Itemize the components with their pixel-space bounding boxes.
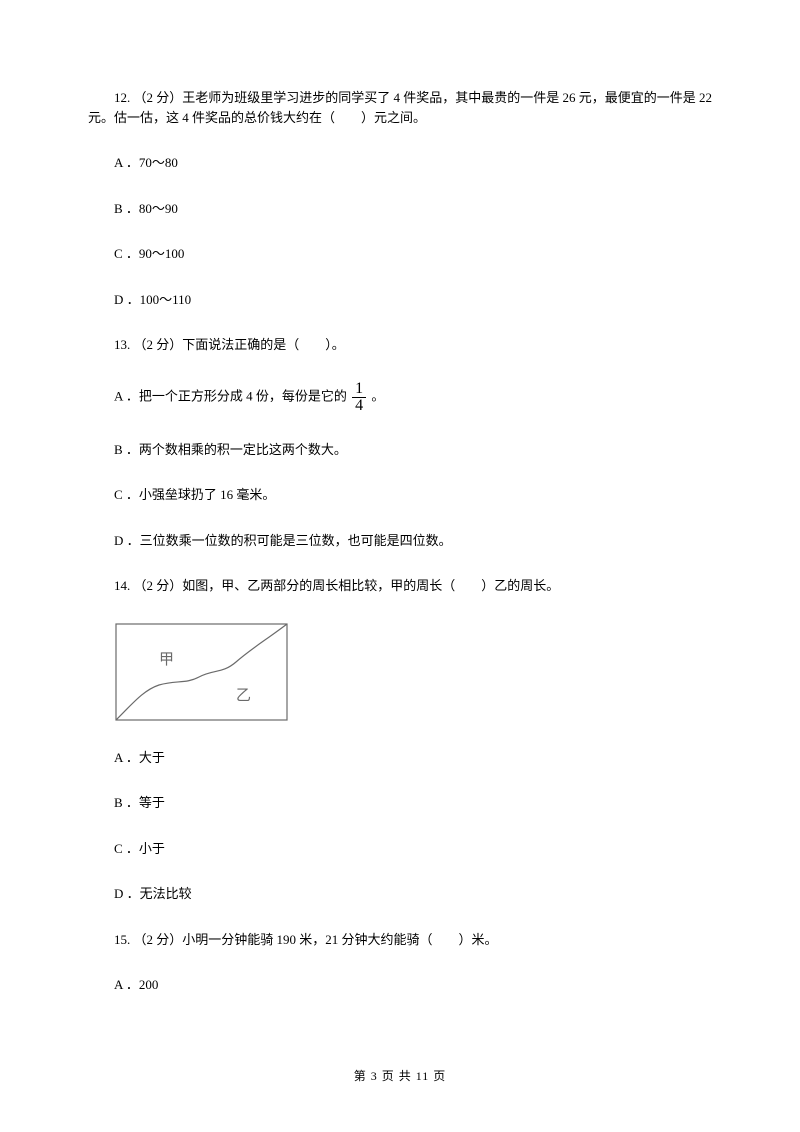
q15-opt-a: A ．200 — [88, 975, 712, 995]
q15-stem: 15. （2 分）小明一分钟能骑 190 米，21 分钟大约能骑（ ）米。 — [88, 930, 712, 950]
q13-opt-a-post: 。 — [368, 388, 384, 403]
q13-stem: 13. （2 分）下面说法正确的是（ ）。 — [88, 335, 712, 355]
q13-opt-d: D ．三位数乘一位数的积可能是三位数，也可能是四位数。 — [88, 531, 712, 551]
page-content: 12. （2 分）王老师为班级里学习进步的同学买了 4 件奖品，其中最贵的一件是… — [0, 0, 800, 995]
q13-opt-c: C ．小强垒球扔了 16 毫米。 — [88, 485, 712, 505]
label-jia: 甲 — [159, 652, 174, 668]
q12-opt-a: A ．70～80 — [88, 153, 712, 173]
q12-opt-c: C ．90～100 — [88, 244, 712, 264]
q12-opt-d: D ．100～110 — [88, 290, 712, 310]
q14-opt-c: C ．小于 — [88, 839, 712, 859]
fraction-icon: 14 — [352, 381, 366, 414]
q12-opt-b: B ．80～90 — [88, 199, 712, 219]
q14-figure: 甲 乙 — [114, 622, 712, 722]
q14-stem: 14. （2 分）如图，甲、乙两部分的周长相比较，甲的周长（ ）乙的周长。 — [88, 576, 712, 596]
q13-opt-a-pre: A ．把一个正方形分成 4 份，每份是它的 — [114, 388, 350, 403]
page-footer: 第 3 页 共 11 页 — [0, 1067, 800, 1084]
q13-opt-a: A ．把一个正方形分成 4 份，每份是它的 14 。 — [88, 381, 712, 414]
q14-opt-d: D ．无法比较 — [88, 884, 712, 904]
q12-stem: 12. （2 分）王老师为班级里学习进步的同学买了 4 件奖品，其中最贵的一件是… — [88, 88, 712, 127]
label-yi: 乙 — [236, 688, 251, 704]
q14-opt-a: A ．大于 — [88, 748, 712, 768]
q14-opt-b: B ．等于 — [88, 793, 712, 813]
q13-opt-b: B ．两个数相乘的积一定比这两个数大。 — [88, 440, 712, 460]
